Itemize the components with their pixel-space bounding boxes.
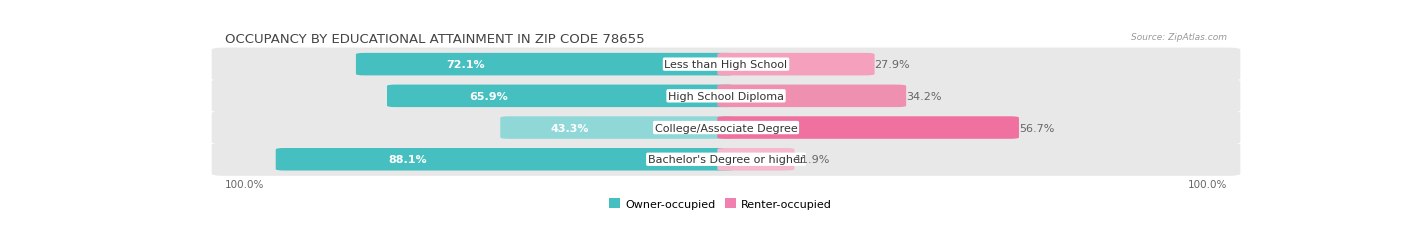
Legend: Owner-occupied, Renter-occupied: Owner-occupied, Renter-occupied [609, 199, 832, 209]
Text: 56.7%: 56.7% [1019, 123, 1054, 133]
FancyBboxPatch shape [212, 48, 1240, 81]
Text: 11.9%: 11.9% [794, 155, 830, 164]
Text: 100.0%: 100.0% [225, 179, 264, 189]
Text: Less than High School: Less than High School [665, 60, 787, 70]
FancyBboxPatch shape [212, 143, 1240, 176]
Text: 65.9%: 65.9% [468, 91, 508, 101]
Text: 100.0%: 100.0% [1188, 179, 1227, 189]
FancyBboxPatch shape [501, 117, 735, 139]
FancyBboxPatch shape [717, 54, 875, 76]
FancyBboxPatch shape [717, 148, 794, 171]
FancyBboxPatch shape [717, 85, 905, 108]
Text: 43.3%: 43.3% [551, 123, 589, 133]
Text: 72.1%: 72.1% [447, 60, 485, 70]
Text: College/Associate Degree: College/Associate Degree [655, 123, 797, 133]
Text: 27.9%: 27.9% [875, 60, 910, 70]
FancyBboxPatch shape [212, 112, 1240, 145]
Text: 34.2%: 34.2% [905, 91, 942, 101]
FancyBboxPatch shape [212, 80, 1240, 113]
Text: High School Diploma: High School Diploma [668, 91, 785, 101]
FancyBboxPatch shape [717, 117, 1019, 139]
FancyBboxPatch shape [387, 85, 735, 108]
Text: OCCUPANCY BY EDUCATIONAL ATTAINMENT IN ZIP CODE 78655: OCCUPANCY BY EDUCATIONAL ATTAINMENT IN Z… [225, 33, 644, 46]
Text: Bachelor's Degree or higher: Bachelor's Degree or higher [648, 155, 804, 164]
FancyBboxPatch shape [356, 54, 735, 76]
Text: Source: ZipAtlas.com: Source: ZipAtlas.com [1132, 33, 1227, 42]
FancyBboxPatch shape [276, 148, 735, 171]
Text: 88.1%: 88.1% [389, 155, 427, 164]
